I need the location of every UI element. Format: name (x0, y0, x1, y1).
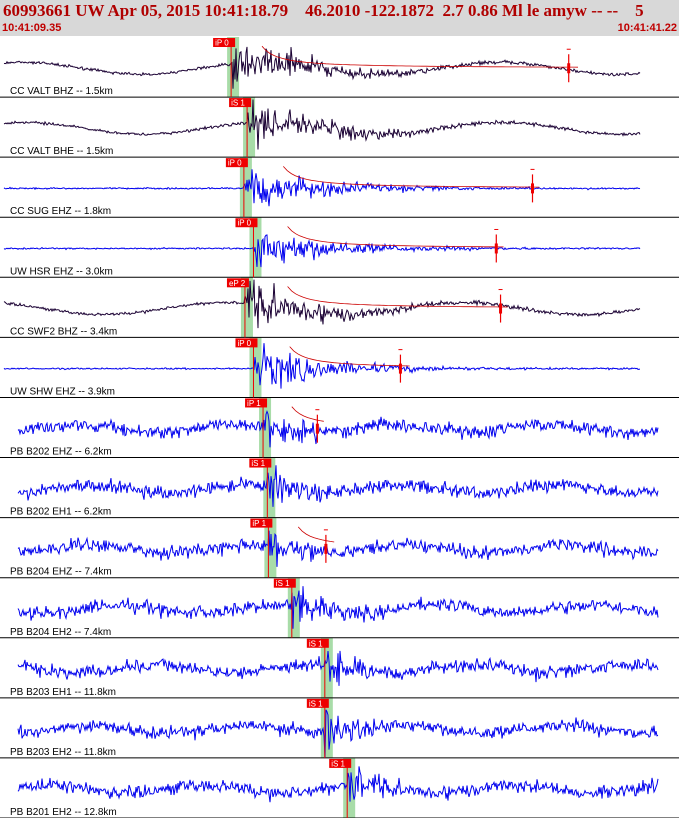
trace-row: iP 0 UW HSR EHZ -- 3.0km (0, 218, 679, 278)
pick-label: iS 1 (331, 759, 345, 768)
pick-label-bg (250, 518, 273, 528)
coda-fit-curve (287, 226, 504, 248)
trace-label: PB B203 EH2 -- 11.8km (10, 747, 116, 758)
pick-label-bg (306, 698, 329, 708)
pick-label-bg (235, 338, 258, 348)
waveform-line (3, 99, 641, 150)
trace-row: iS 1 PB B203 EH2 -- 11.8km (0, 698, 679, 759)
pick-window (249, 337, 262, 398)
pick-label-bg (225, 158, 248, 168)
pick-label-bg (226, 278, 249, 288)
end-time-label: 10:41:41.22 (617, 22, 677, 34)
waveform-line (3, 234, 641, 268)
seismogram-panel[interactable]: iP 0 CC VALT BHZ -- 1.5km iS 1 CC VALT BHE … (0, 37, 679, 818)
trace-row: iP 1 PB B202 EHZ -- 6.2km (0, 398, 679, 459)
pick-label: iP 0 (237, 219, 251, 228)
pick-label-bg (273, 578, 296, 588)
coda-fit-curve (297, 526, 335, 543)
trace-label: PB B204 EH2 -- 7.4km (10, 627, 111, 638)
amplitude-marker-box (398, 363, 402, 374)
pick-label: iP 1 (252, 519, 266, 528)
waveform-line (17, 410, 659, 448)
waveform-line (17, 766, 659, 803)
pick-label: iP 0 (228, 159, 242, 168)
trace-label: PB B204 EHZ -- 7.4km (10, 567, 112, 578)
coda-fit-curve (291, 406, 324, 422)
waveform-line (17, 709, 659, 758)
trace-row: eP 2 CC SWF2 BHZ -- 3.4km (0, 278, 679, 338)
trace-row: iP 0 CC SUG EHZ -- 1.8km (0, 158, 679, 218)
pick-label-bg (235, 218, 258, 228)
trace-row: iS 1 PB B204 EH2 -- 7.4km (0, 578, 679, 639)
waveform-line (17, 530, 659, 567)
trace-label: PB B202 EHZ -- 6.2km (10, 447, 112, 458)
pick-label: iS 1 (231, 99, 245, 108)
trace-label: CC SWF2 BHZ -- 3.4km (10, 326, 117, 337)
amplitude-marker-box (531, 183, 534, 194)
pick-label: iS 1 (251, 459, 265, 468)
coda-fit-curve (283, 166, 540, 188)
event-header: 60993661 UW Apr 05, 2015 10:41:18.79 46.… (0, 0, 679, 36)
pick-label: iS 1 (309, 699, 323, 708)
pick-label: iP 1 (247, 399, 261, 408)
trace-label: PB B201 EH2 -- 12.8km (10, 807, 117, 818)
waveform-line (3, 46, 641, 89)
coda-fit-curve (289, 346, 410, 367)
pick-label: iP 0 (237, 339, 251, 348)
coda-fit-curve (287, 286, 508, 308)
amplitude-marker-box (324, 543, 328, 554)
trace-label: UW SHW EHZ -- 3.9km (10, 386, 115, 397)
pick-label-bg (213, 38, 236, 47)
amplitude-marker-box (499, 303, 503, 314)
trace-row: iS 1 PB B202 EH1 -- 6.2km (0, 458, 679, 519)
trace-label: CC VALT BHZ -- 1.5km (10, 86, 113, 97)
pick-label: iS 1 (276, 579, 290, 588)
start-time-label: 10:41:09.35 (2, 22, 62, 34)
pick-window (320, 637, 333, 698)
trace-row: iS 1 CC VALT BHE -- 1.5km (0, 98, 679, 158)
trace-label: CC VALT BHE -- 1.5km (10, 146, 113, 157)
trace-row: iP 0 CC VALT BHZ -- 1.5km (0, 38, 679, 98)
waveform-line (3, 343, 641, 389)
amplitude-marker-box (567, 63, 571, 74)
waveform-line (17, 586, 659, 629)
pick-label: iS 1 (309, 639, 323, 648)
trace-label: UW HSR EHZ -- 3.0km (10, 266, 113, 277)
waveform-line (3, 169, 641, 207)
trace-row: iP 0 UW SHW EHZ -- 3.9km (0, 338, 679, 398)
amplitude-marker-box (315, 423, 319, 434)
event-title: 60993661 UW Apr 05, 2015 10:41:18.79 46.… (3, 1, 644, 20)
pick-label-bg (249, 458, 272, 468)
waveform-line (17, 650, 659, 686)
coda-fit-curve (261, 45, 579, 68)
trace-row: iS 1 PB B201 EH2 -- 12.8km (0, 758, 679, 818)
waveform-line (17, 465, 659, 507)
pick-label-bg (329, 758, 352, 768)
trace-label: PB B202 EH1 -- 6.2km (10, 507, 111, 518)
pick-label: eP 2 (229, 279, 246, 288)
pick-label-bg (245, 398, 268, 408)
trace-label: CC SUG EHZ -- 1.8km (10, 206, 111, 217)
trace-row: iP 1 PB B204 EHZ -- 7.4km (0, 518, 679, 579)
amplitude-marker-box (494, 243, 498, 254)
trace-label: PB B203 EH1 -- 11.8km (10, 687, 116, 698)
waveform-line (3, 279, 641, 329)
pick-label-bg (306, 638, 329, 648)
trace-row: iS 1 PB B203 EH1 -- 11.8km (0, 638, 679, 699)
pick-label: iP 0 (215, 39, 229, 48)
pick-label-bg (229, 98, 252, 108)
